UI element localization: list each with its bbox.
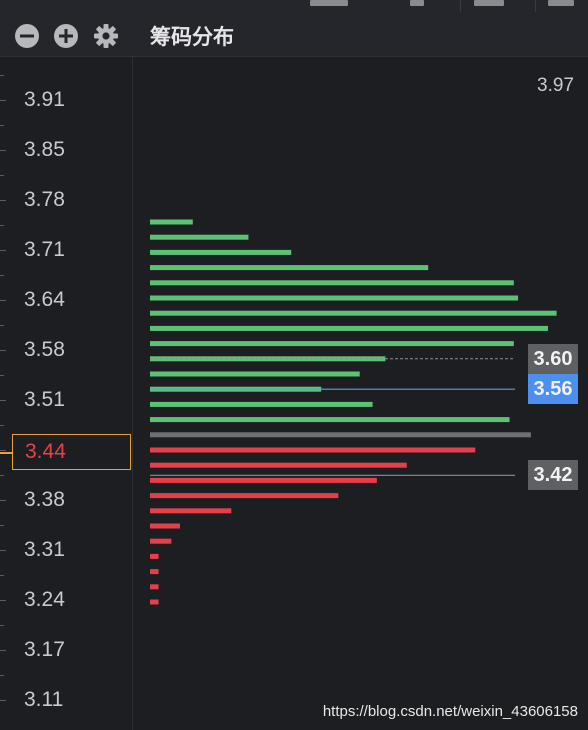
axis-minor-tick (0, 525, 4, 526)
chip-bar (150, 553, 159, 559)
chip-bar (150, 371, 360, 377)
chip-bar (150, 417, 510, 423)
price-axis: 3.91 3.85 3.78 3.71 3.64 3.58 3.51 3.38 3.31 3.24… (0, 57, 133, 730)
panel-header: 筹码分布 (0, 12, 588, 57)
price-label: 3.71 (24, 238, 65, 261)
axis-minor-tick (0, 275, 4, 276)
axis-minor-tick (0, 675, 4, 676)
minus-circle-icon[interactable] (14, 23, 40, 49)
chip-bar (150, 432, 531, 438)
axis-tick (0, 700, 6, 701)
chip-bar (150, 310, 557, 316)
chip-bar (150, 584, 159, 590)
price-label: 3.24 (24, 588, 65, 611)
axis-tick (0, 650, 6, 651)
price-label: 3.17 (24, 638, 65, 661)
chip-bar (150, 569, 159, 575)
axis-tick (0, 200, 6, 201)
axis-tick (0, 300, 6, 301)
chip-bar (150, 599, 159, 605)
axis-minor-tick (0, 75, 4, 76)
chip-bar (150, 249, 292, 255)
bars-svg (150, 219, 557, 605)
axis-minor-tick (0, 225, 4, 226)
axis-tick (0, 550, 6, 551)
price-label: 3.64 (24, 288, 65, 311)
axis-tick (0, 250, 6, 251)
price-label: 3.58 (24, 338, 65, 361)
chip-bar (150, 234, 249, 240)
chip-bar (150, 477, 377, 483)
chip-distribution-plot: 3.97 3.60 3.56 3.42 https://blog.csdn.net/… (133, 57, 588, 730)
axis-minor-tick (0, 175, 4, 176)
price-label: 3.91 (24, 88, 65, 111)
axis-minor-tick (0, 375, 4, 376)
price-label: 3.85 (24, 138, 65, 161)
axis-minor-tick (0, 625, 4, 626)
chip-bar (150, 325, 549, 331)
plus-circle-icon[interactable] (53, 23, 79, 49)
axis-tick (0, 500, 6, 501)
divider (460, 0, 461, 12)
truncated-tab (410, 0, 424, 6)
chip-bar (150, 401, 373, 407)
axis-minor-tick (0, 575, 4, 576)
current-price-box: 3.44 (12, 434, 131, 470)
truncated-tab (474, 0, 504, 6)
top-strip (0, 0, 588, 12)
divider (535, 0, 536, 12)
chip-bar (150, 447, 476, 453)
price-label: 3.51 (24, 388, 65, 411)
price-label: 3.11 (24, 688, 64, 711)
chip-bar (150, 462, 407, 468)
watermark: https://blog.csdn.net/weixin_43606158 (322, 703, 578, 720)
chip-bar (150, 493, 339, 499)
axis-tick (0, 450, 6, 451)
chip-bar (150, 265, 429, 271)
price-label: 3.31 (24, 538, 65, 561)
panel-title: 筹码分布 (150, 25, 234, 49)
price-label: 3.78 (24, 188, 65, 211)
chip-bar (150, 523, 180, 529)
marker-tag: 3.42 (528, 460, 578, 491)
chip-bar (150, 280, 514, 286)
axis-tick (0, 400, 6, 401)
axis-tick (0, 150, 6, 151)
axis-tick (0, 350, 6, 351)
current-price-label: 3.44 (25, 440, 66, 463)
chip-bar (150, 295, 519, 301)
gear-icon[interactable] (93, 23, 119, 49)
marker-tag: 3.56 (528, 374, 578, 405)
marker-tag: 3.60 (528, 343, 578, 374)
axis-minor-tick (0, 425, 4, 426)
axis-minor-tick (0, 475, 4, 476)
chip-bar (150, 538, 172, 544)
chip-bar (150, 341, 514, 347)
truncated-tab (310, 0, 348, 6)
axis-minor-tick (0, 325, 4, 326)
axis-tick (0, 600, 6, 601)
axis-tick (0, 100, 6, 101)
price-label: 3.38 (24, 488, 65, 511)
chip-bar (150, 508, 232, 514)
current-price-tick (0, 452, 12, 454)
max-price-label: 3.97 (537, 75, 574, 96)
chip-bar (150, 219, 193, 225)
axis-minor-tick (0, 125, 4, 126)
truncated-tab (548, 0, 574, 6)
